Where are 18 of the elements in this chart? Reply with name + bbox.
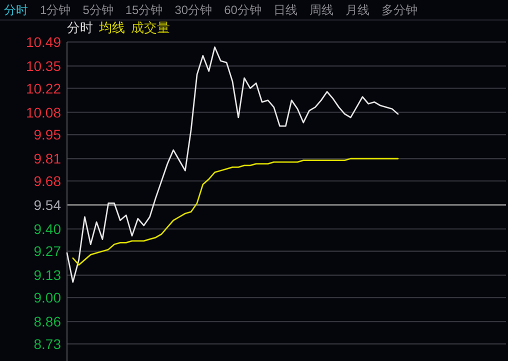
y-tick-label: 9.95 [34, 126, 62, 143]
y-tick-label: 8.73 [34, 336, 62, 352]
y-tick-label: 9.40 [34, 220, 62, 237]
y-tick-label: 9.54 [34, 196, 62, 213]
y-tick-label: 10.35 [26, 58, 62, 74]
y-tick-label: 9.00 [34, 290, 62, 306]
y-tick-label: 9.27 [34, 243, 62, 260]
y-tick-label: 10.08 [26, 104, 62, 120]
y-tick-label: 10.22 [26, 80, 62, 96]
line-series [72, 158, 399, 266]
y-tick-label: 9.13 [34, 267, 62, 284]
legend: 分时 均线 成交量 [67, 20, 170, 35]
y-tick-label: 9.81 [34, 150, 62, 167]
y-tick-label: 8.86 [34, 314, 62, 330]
tabs: 分时 1分钟 5分钟 15分钟 30分钟 60分钟 日线 周线 月线 多分钟 [0, 3, 508, 20]
y-tick-label: 9.68 [34, 172, 62, 189]
y-tick-label: 10.49 [26, 34, 62, 50]
line-series [66, 46, 399, 283]
